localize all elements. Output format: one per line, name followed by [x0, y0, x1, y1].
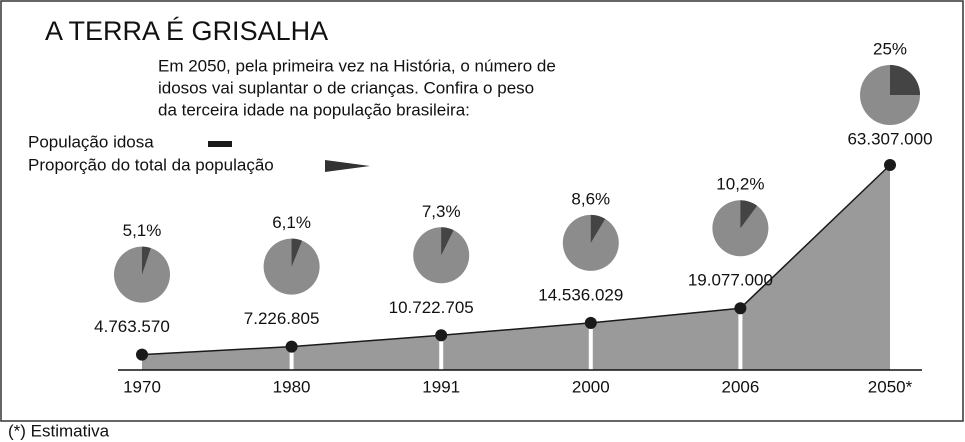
pie-label: 6,1% [272, 213, 311, 232]
point [884, 159, 896, 171]
point [435, 329, 448, 342]
pie-slice [441, 227, 454, 256]
point [136, 348, 148, 361]
value-label: 19.077.000 [688, 271, 773, 290]
x-tick-label: 1980 [273, 377, 311, 396]
x-tick-label: 1970 [123, 377, 161, 396]
point [285, 340, 298, 353]
chart-title: A TERRA É GRISALHA [45, 16, 328, 46]
pie-label: 25% [873, 39, 907, 58]
line [141, 164, 891, 356]
pie-slice [740, 200, 758, 229]
pie-base [712, 200, 769, 257]
legend-label: Proporção do total da população [28, 155, 274, 174]
x-tick-label: 2050* [868, 377, 913, 396]
pie-slice [291, 238, 303, 267]
subtitle-line: Em 2050, pela primeira vez na História, … [158, 56, 556, 75]
value-label: 7.226.805 [244, 309, 320, 328]
pie-label: 5,1% [123, 221, 162, 240]
pie-slice [890, 65, 920, 95]
pie-label: 7,3% [422, 202, 461, 221]
value-label: 14.536.029 [538, 285, 623, 304]
point [734, 302, 747, 315]
footnote: (*) Estimativa [8, 421, 110, 440]
subtitle-line: idosos vai suplantar o de crianças. Conf… [158, 78, 534, 97]
pie-label: 10,2% [716, 175, 764, 194]
value-label: 4.763.570 [94, 317, 170, 336]
legend-label: População idosa [28, 132, 154, 151]
pie-slice [142, 246, 151, 275]
x-tick-label: 2006 [721, 377, 759, 396]
value-label: 10.722.705 [389, 298, 474, 317]
x-tick-label: 2000 [572, 377, 610, 396]
point [584, 316, 597, 329]
area [142, 165, 890, 370]
legend-swatch [325, 160, 370, 172]
value-label: 63.307.000 [847, 129, 932, 148]
x-tick-label: 1991 [422, 377, 460, 396]
pie-slice [590, 214, 606, 243]
subtitle-line: da terceira idade na população brasileir… [158, 100, 470, 119]
pie-label: 8,6% [571, 189, 610, 208]
legend-swatch [208, 141, 232, 147]
